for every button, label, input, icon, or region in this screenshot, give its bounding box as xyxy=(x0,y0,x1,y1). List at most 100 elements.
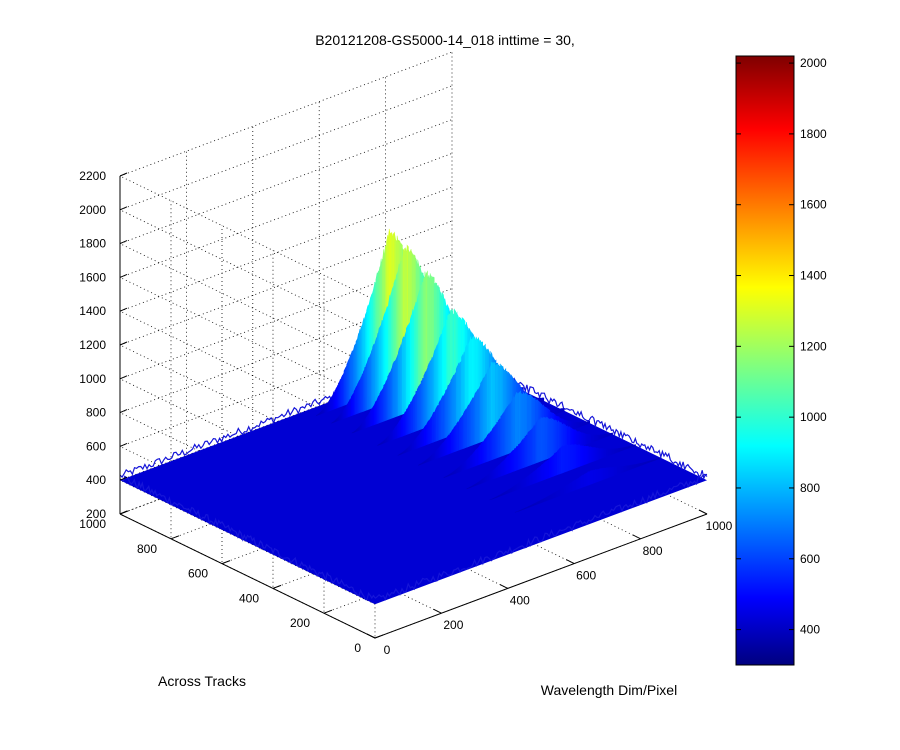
colorbar-strip xyxy=(735,55,795,666)
y-tick xyxy=(272,584,282,589)
colorbar-tick-label: 1200 xyxy=(800,339,827,353)
colorbar-ticks: 400 600 800 1000 1200 1400 1600 1800 2000 xyxy=(736,56,827,637)
surface-facet xyxy=(542,397,545,402)
colorbar: 400 600 800 1000 1200 1400 1600 1800 2000 xyxy=(735,55,827,666)
surface-facet xyxy=(348,399,351,418)
z-tick-label: 1000 xyxy=(79,372,106,386)
z-tick-label: 2000 xyxy=(79,203,106,217)
surface-edge-noise xyxy=(119,475,376,601)
y-tick-label: 600 xyxy=(188,567,208,581)
x-tick xyxy=(433,608,442,614)
surface-facet xyxy=(588,420,591,425)
surface-facet xyxy=(558,447,561,475)
surface-facet xyxy=(594,447,597,462)
colorbar-tick-label: 1000 xyxy=(800,410,827,424)
y-tick xyxy=(170,535,180,540)
surface-facet xyxy=(446,434,450,455)
z-tick xyxy=(119,273,128,278)
surface-facet xyxy=(456,420,459,452)
y-axis-label: Across Tracks xyxy=(158,673,246,689)
surface-facet xyxy=(438,400,441,441)
z-tick-label: 1600 xyxy=(79,270,106,284)
surface-facet xyxy=(560,445,563,474)
x-gridline xyxy=(451,52,708,515)
surface-plot xyxy=(119,228,708,605)
x-gridline xyxy=(385,76,641,540)
surface-facet xyxy=(398,420,401,438)
z-tick xyxy=(119,442,128,447)
surface-facet xyxy=(403,411,406,437)
surface-facet xyxy=(594,469,597,484)
surface-facet xyxy=(578,444,581,468)
x-tick-label: 200 xyxy=(443,618,463,632)
colorbar-tick-label: 600 xyxy=(800,552,820,566)
surface-facet xyxy=(581,432,584,447)
x-gridline xyxy=(318,101,575,564)
colorbar-tick-label: 1600 xyxy=(800,198,827,212)
x-tick xyxy=(565,559,575,565)
surface-facet xyxy=(507,403,510,455)
x-tick xyxy=(698,509,708,515)
surface-facet xyxy=(606,467,609,479)
axes: 2004006008001000120014001600180020002200… xyxy=(79,169,732,657)
surface-facet xyxy=(466,404,469,448)
z-tick-label: 1200 xyxy=(79,338,106,352)
z-tick-label: 800 xyxy=(86,406,106,420)
y-axis-line xyxy=(119,513,376,639)
z-tick-label: 1400 xyxy=(79,304,106,318)
surface-facet xyxy=(543,416,546,461)
surface-facet xyxy=(476,389,479,444)
colorbar-tick-label: 400 xyxy=(800,623,820,637)
surface-facet xyxy=(633,444,636,447)
surface-facet xyxy=(504,407,507,456)
z-tick xyxy=(119,341,128,346)
y-tick-label: 1000 xyxy=(79,517,106,531)
z-tick xyxy=(119,307,128,312)
z-tick xyxy=(119,409,128,414)
colorbar-tick-label: 1400 xyxy=(800,269,827,283)
surface-facet xyxy=(567,443,570,472)
surface-facet xyxy=(600,468,604,481)
surface-facet xyxy=(610,432,613,436)
surface-facet xyxy=(566,444,569,472)
x-tick xyxy=(366,633,376,639)
z-tick xyxy=(119,206,128,211)
x-gridline xyxy=(185,151,442,614)
x-axis-label: Wavelength Dim/Pixel xyxy=(541,682,677,698)
surface-facet xyxy=(399,344,402,416)
surface-facet xyxy=(545,417,548,460)
surface-facet xyxy=(384,380,387,422)
z-tick xyxy=(119,375,128,380)
y-tick-label: 800 xyxy=(137,542,157,556)
surface-facet xyxy=(527,430,530,467)
z-tick-label: 1800 xyxy=(79,237,106,251)
surface-facet xyxy=(506,455,509,475)
z-tick-label: 200 xyxy=(86,507,106,521)
x-tick-label: 1000 xyxy=(706,519,733,533)
surface-facet xyxy=(491,428,494,461)
x-tick-label: 0 xyxy=(384,643,391,657)
y-tick xyxy=(119,510,129,515)
x-tick xyxy=(499,583,509,589)
z-tick xyxy=(119,172,128,177)
chart-title: B20121208-GS5000-14_018 inttime = 30, xyxy=(315,32,575,48)
y-tick-label: 400 xyxy=(239,591,259,605)
x-tick xyxy=(632,534,641,540)
x-tick-label: 600 xyxy=(576,569,596,583)
surface-facet xyxy=(532,424,535,465)
surface-facet xyxy=(508,403,511,454)
surface-stripe xyxy=(466,416,613,490)
surface-facet xyxy=(493,424,496,460)
surface-facet xyxy=(501,411,504,457)
z-tick-label: 2200 xyxy=(79,169,106,183)
y-tick xyxy=(374,634,384,639)
surface-facet xyxy=(562,408,565,412)
surface-facet xyxy=(580,445,583,467)
surface-facet xyxy=(487,432,490,462)
surface-facet xyxy=(464,408,467,449)
y-tick-label: 0 xyxy=(354,641,361,655)
surface-stripe xyxy=(514,457,662,513)
z-tick-label: 600 xyxy=(86,439,106,453)
colorbar-tick-label: 2000 xyxy=(800,56,827,70)
